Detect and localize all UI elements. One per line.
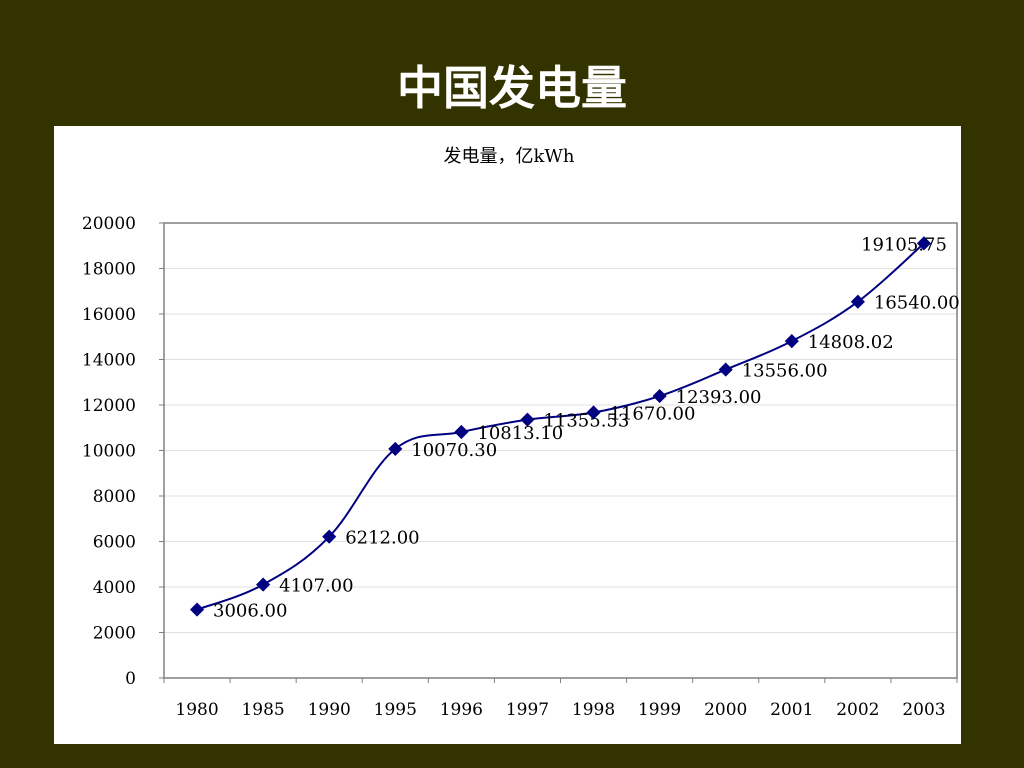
data-point-marker bbox=[388, 441, 403, 456]
slide-title: 中国发电量 bbox=[397, 61, 627, 115]
y-tick-label: 6000 bbox=[93, 533, 136, 553]
y-tick-label: 2000 bbox=[93, 624, 136, 644]
data-label: 3006.00 bbox=[213, 601, 287, 622]
y-tick-label: 12000 bbox=[82, 396, 136, 416]
data-label: 14808.02 bbox=[808, 332, 894, 353]
data-point-marker bbox=[256, 577, 271, 592]
chart-panel: 发电量，亿kWh 0 2000 4000 6000 8000 10000 12000 1400… bbox=[54, 126, 961, 744]
y-axis: 0 2000 4000 6000 8000 10000 12000 14000 16000 180… bbox=[82, 214, 164, 689]
y-tick-label: 0 bbox=[125, 669, 136, 689]
chart-title: 发电量，亿kWh bbox=[443, 146, 574, 167]
y-tick-label: 18000 bbox=[82, 260, 136, 280]
data-label: 6212.00 bbox=[345, 528, 419, 549]
series-generation: 3006.00 4107.00 6212.00 10070.3010813.10113… bbox=[189, 234, 960, 622]
data-point-marker bbox=[916, 236, 932, 251]
data-point-marker bbox=[784, 334, 799, 349]
line-chart: 发电量，亿kWh 0 2000 4000 6000 8000 10000 12000 1400… bbox=[82, 146, 960, 720]
data-point-marker bbox=[586, 405, 601, 420]
x-tick-label: 2001 bbox=[770, 700, 813, 720]
y-tick-label: 20000 bbox=[82, 214, 136, 234]
y-tick-label: 16000 bbox=[82, 305, 136, 325]
data-point-marker bbox=[718, 362, 733, 377]
x-tick-label: 2003 bbox=[902, 700, 945, 720]
y-tick-label: 4000 bbox=[93, 578, 136, 598]
data-point-marker bbox=[520, 412, 535, 427]
x-tick-label: 1997 bbox=[506, 700, 549, 720]
x-tick-label: 1985 bbox=[241, 700, 284, 720]
x-tick-label: 2002 bbox=[836, 700, 879, 720]
x-tick-label: 1995 bbox=[374, 700, 417, 720]
data-label: 11670.00 bbox=[610, 404, 696, 425]
data-label: 13556.00 bbox=[742, 361, 828, 382]
y-tick-label: 10000 bbox=[82, 442, 136, 462]
data-label: 19105.75 bbox=[861, 234, 947, 255]
data-label: 4107.00 bbox=[279, 576, 353, 597]
x-tick-label: 1996 bbox=[440, 700, 483, 720]
data-point-marker bbox=[322, 529, 337, 544]
data-label: 12393.00 bbox=[676, 387, 762, 408]
x-tick-label: 1980 bbox=[175, 700, 218, 720]
y-tick-label: 8000 bbox=[93, 487, 136, 507]
gridlines bbox=[164, 268, 957, 633]
data-point-marker bbox=[454, 424, 469, 440]
x-tick-label: 1999 bbox=[638, 700, 681, 720]
y-tick-label: 14000 bbox=[82, 351, 136, 371]
data-point-marker bbox=[652, 388, 667, 404]
data-label: 10813.10 bbox=[477, 423, 563, 444]
x-tick-label: 1990 bbox=[308, 700, 351, 720]
data-point-marker bbox=[850, 294, 865, 309]
x-tick-label: 2000 bbox=[704, 700, 747, 720]
data-point-marker bbox=[189, 602, 205, 617]
x-axis: 1980 1985 1990 1995 1996 1997 1998 1999 2000 2001… bbox=[163, 678, 958, 720]
series-line bbox=[196, 242, 925, 611]
x-tick-label: 1998 bbox=[572, 700, 615, 720]
data-label: 16540.00 bbox=[874, 293, 960, 314]
data-label: 11355.53 bbox=[543, 411, 629, 432]
data-label: 10070.30 bbox=[411, 440, 497, 461]
